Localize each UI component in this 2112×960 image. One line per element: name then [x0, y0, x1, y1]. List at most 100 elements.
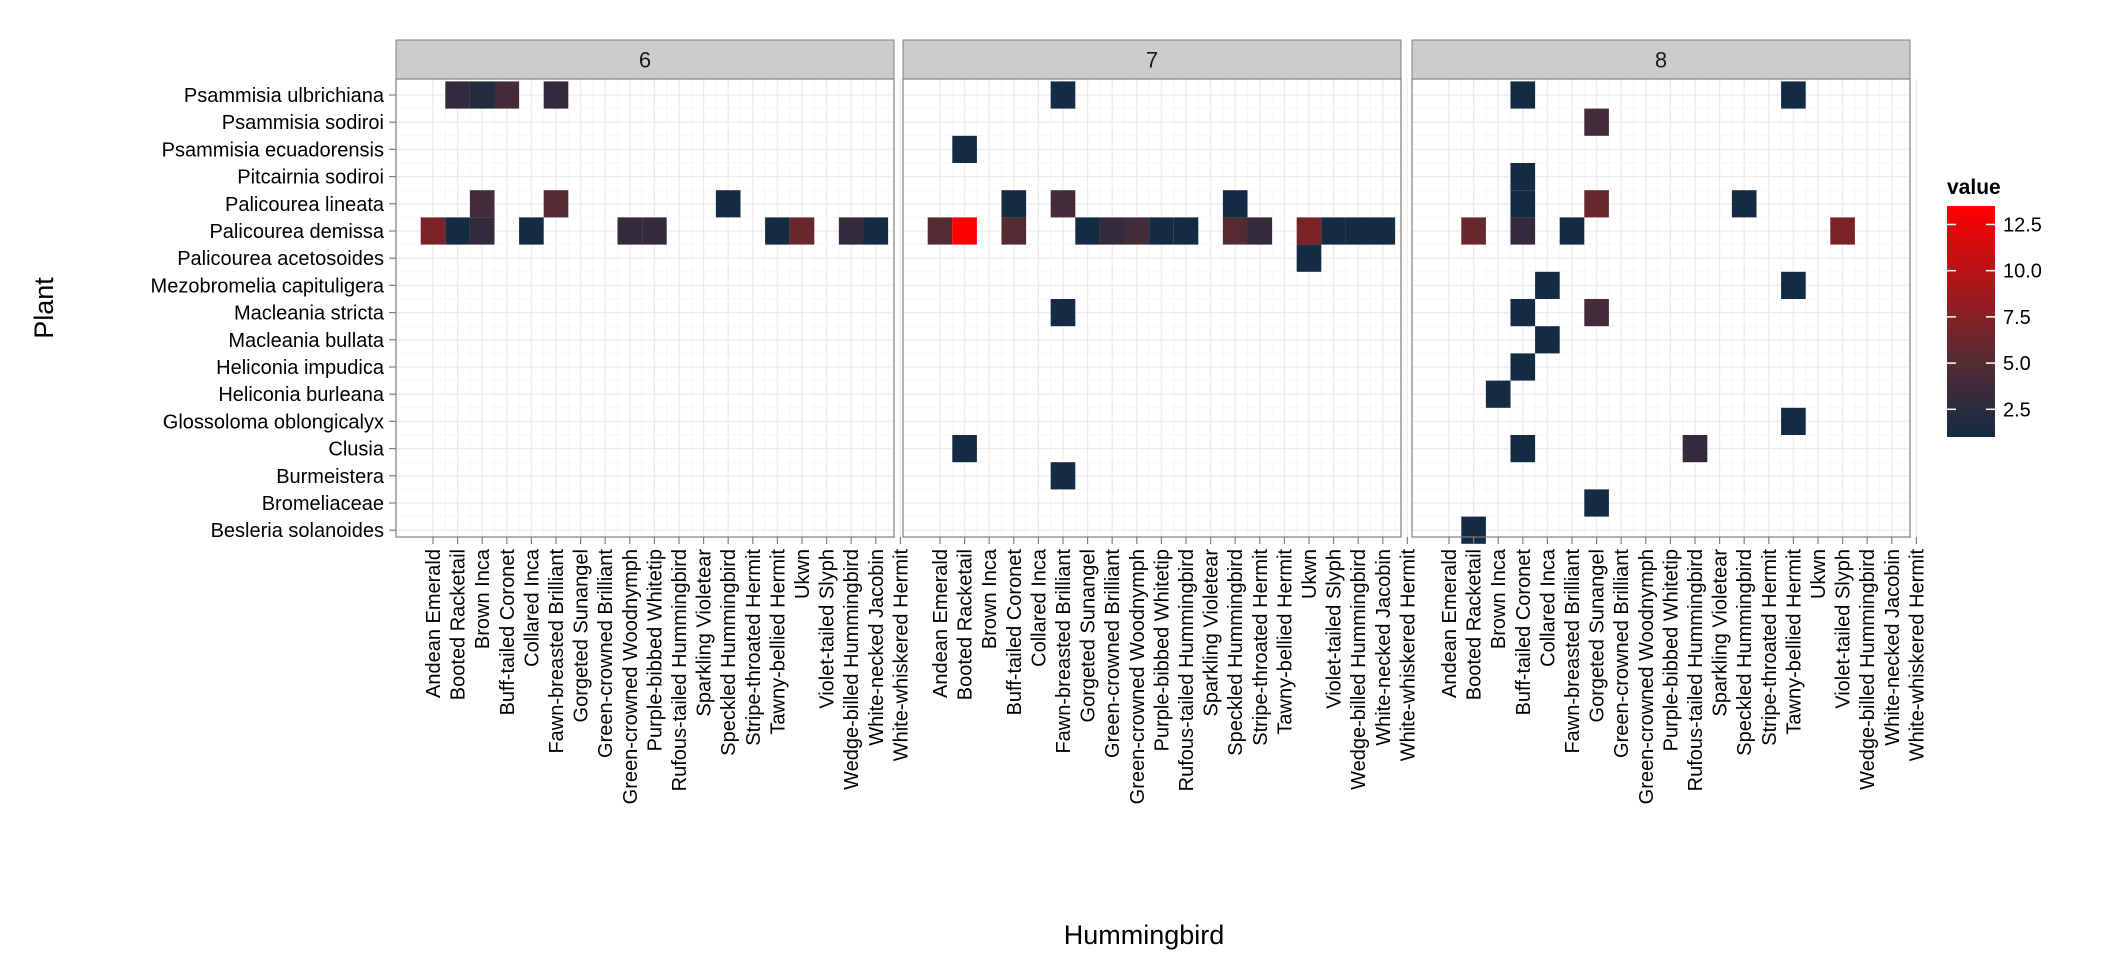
- x-tick-label: Stripe-throated Hermit: [743, 549, 765, 746]
- panel-background: [396, 79, 894, 537]
- heatmap-cell-8-rufous-tailed-hummingbird-clusia: [1682, 435, 1708, 463]
- heatmap-cells: [1461, 81, 1855, 544]
- x-tick-label: Tawny-bellied Hermit: [767, 549, 789, 735]
- facet-strip-label: 8: [1655, 48, 1667, 73]
- x-tick-label: Ukwn: [1299, 549, 1321, 599]
- x-tick-label: Violet-tailed Slyph: [817, 549, 839, 709]
- y-tick-label: Palicourea acetosoides: [177, 248, 384, 270]
- x-tick-label: White-necked Jacobin: [1373, 549, 1395, 746]
- y-tick-label: Macleania stricta: [234, 303, 385, 325]
- y-tick-label: Psammisia ecuadorensis: [162, 139, 384, 161]
- heatmap-cell-8-speckled-hummingbird-palicourea-lineata: [1731, 190, 1757, 218]
- y-tick-label: Clusia: [328, 439, 384, 461]
- heatmap-cell-8-buff-tailed-coronet-psammisia-ulbrichiana: [1510, 81, 1536, 109]
- facet-strip-label: 7: [1146, 48, 1158, 73]
- x-tick-label: Speckled Hummingbird: [718, 549, 740, 756]
- heatmap-cell-8-tawny-bellied-hermit-glossoloma-oblongicalyx: [1781, 407, 1806, 435]
- facet-panel-6: 6: [395, 39, 902, 538]
- heatmap-cell-7-buff-tailed-coronet-palicourea-demissa: [1001, 217, 1027, 245]
- heatmap-cell-6-andean-emerald-palicourea-demissa: [420, 217, 446, 245]
- legend-tick-label: 7.5: [2003, 307, 2031, 329]
- panel-background: [903, 79, 1401, 537]
- heatmap-cell-6-brown-inca-palicourea-lineata: [469, 190, 495, 218]
- heatmap-cell-6-fawn-breasted-brilliant-palicourea-lineata: [543, 190, 569, 218]
- x-tick-label: Booted Racketail: [1464, 549, 1486, 700]
- heatmap-cell-7-violet-tailed-slyph-palicourea-demissa: [1321, 217, 1346, 245]
- x-tick-label: White-necked Jacobin: [866, 549, 888, 746]
- x-tick-label: Speckled Hummingbird: [1225, 549, 1247, 756]
- x-tick-label: Ukwn: [1808, 549, 1830, 599]
- heatmap-cell-7-fawn-breasted-brilliant-palicourea-lineata: [1050, 190, 1076, 218]
- x-tick-label: Collared Inca: [521, 548, 543, 667]
- heatmap-cell-7-green-crowned-brilliant-palicourea-demissa: [1099, 217, 1125, 245]
- heatmap-cell-6-ukwn-palicourea-demissa: [789, 217, 815, 245]
- heatmap-cell-8-buff-tailed-coronet-macleania-stricta: [1510, 299, 1536, 327]
- heatmap-cell-7-speckled-hummingbird-palicourea-lineata: [1222, 190, 1248, 218]
- x-axis-7: Andean Emerald Booted Racketail Brown Inca…: [930, 537, 1419, 804]
- y-tick-label: Bromeliaceae: [262, 493, 384, 515]
- heatmap-cell-7-green-crowned-woodnymph-palicourea-demissa: [1124, 217, 1150, 245]
- x-tick-label: Gorgeted Sunangel: [1078, 549, 1100, 722]
- panel-border: [902, 78, 1402, 538]
- heatmap-cell-7-booted-racketail-psammisia-ecuadorensis: [952, 135, 977, 163]
- heatmap-cell-8-violet-tailed-slyph-palicourea-demissa: [1830, 217, 1855, 245]
- heatmap-cell-6-fawn-breasted-brilliant-psammisia-ulbrichiana: [543, 81, 569, 109]
- x-tick-label: Andean Emerald: [423, 549, 445, 698]
- x-tick-label: Buff-tailed Coronet: [1513, 549, 1535, 716]
- x-tick-label: Sparkling Violetear: [1201, 549, 1223, 717]
- heatmap-cell-8-gorgeted-sunangel-psammisia-sodiroi: [1584, 108, 1609, 136]
- heatmap-cell-8-gorgeted-sunangel-bromeliaceae: [1584, 489, 1609, 517]
- heatmap-cell-6-wedge-billed-hummingbird-palicourea-demissa: [838, 217, 864, 245]
- heatmap-cell-6-brown-inca-palicourea-demissa: [469, 217, 495, 245]
- heatmap-cell-8-brown-inca-heliconia-burleana: [1485, 380, 1511, 408]
- y-tick-label: Palicourea demissa: [209, 221, 384, 243]
- heatmap-cell-6-tawny-bellied-hermit-palicourea-demissa: [765, 217, 790, 245]
- heatmap-cell-7-ukwn-palicourea-demissa: [1296, 217, 1322, 245]
- facet-strip: [395, 39, 895, 80]
- legend-tick-label: 5.0: [2003, 353, 2031, 375]
- legend-tick-label: 12.5: [2003, 214, 2042, 236]
- heatmap-cells: [927, 81, 1396, 490]
- heatmap-cell-8-collared-inca-mezobromelia-capituligera: [1535, 271, 1560, 299]
- heatmap-cell-7-fawn-breasted-brilliant-psammisia-ulbrichiana: [1050, 81, 1076, 109]
- legend-title: value: [1947, 176, 2001, 199]
- x-tick-label: Green-crowned Brilliant: [595, 549, 617, 758]
- heatmap-cell-7-purple-bibbed-whitetip-palicourea-demissa: [1149, 217, 1174, 245]
- x-tick-label: Sparkling Violetear: [1710, 549, 1732, 717]
- x-tick-label: Rufous-tailed Hummingbird: [669, 549, 691, 791]
- legend-tick-label: 2.5: [2003, 399, 2031, 421]
- x-tick-label: Gorgeted Sunangel: [1587, 549, 1609, 722]
- x-tick-label: Stripe-throated Hermit: [1759, 549, 1781, 746]
- x-tick-label: Collared Inca: [1537, 548, 1559, 667]
- x-tick-label: Andean Emerald: [1439, 549, 1461, 698]
- heatmap-cell-6-white-necked-jacobin-palicourea-demissa: [863, 217, 889, 245]
- y-axis: Psammisia ulbrichiana Psammisia sodiroi Ps…: [151, 85, 396, 542]
- heatmap-cell-8-fawn-breasted-brilliant-palicourea-demissa: [1559, 217, 1585, 245]
- x-tick-label: Stripe-throated Hermit: [1250, 549, 1272, 746]
- x-axes: Andean Emerald Booted Racketail Brown Inca…: [423, 537, 1928, 804]
- x-tick-label: Sparkling Violetear: [694, 549, 716, 717]
- heatmap-cell-8-gorgeted-sunangel-palicourea-lineata: [1584, 190, 1609, 218]
- x-axis-8: Andean Emerald Booted Racketail Brown Inca…: [1439, 537, 1928, 804]
- y-tick-label: Besleria solanoides: [211, 520, 384, 542]
- legend-tick-label: 10.0: [2003, 261, 2042, 283]
- heatmap-cell-7-fawn-breasted-brilliant-macleania-stricta: [1050, 299, 1076, 327]
- heatmap-cells: [420, 81, 889, 245]
- x-tick-label: Tawny-bellied Hermit: [1783, 549, 1805, 735]
- x-tick-label: Fawn-breasted Brilliant: [1053, 549, 1075, 754]
- heatmap-cell-8-buff-tailed-coronet-palicourea-lineata: [1510, 190, 1536, 218]
- y-tick-label: Heliconia burleana: [218, 384, 385, 406]
- heatmap-cell-7-buff-tailed-coronet-palicourea-lineata: [1001, 190, 1027, 218]
- y-tick-label: Burmeistera: [276, 466, 385, 488]
- x-tick-label: Buff-tailed Coronet: [1004, 549, 1026, 716]
- facet-panel-7: 7: [902, 39, 1409, 538]
- facet-panel-8: 8: [1411, 39, 1918, 544]
- panel-background: [1412, 79, 1910, 537]
- x-tick-label: Booted Racketail: [955, 549, 977, 700]
- heatmap-cell-8-gorgeted-sunangel-macleania-stricta: [1584, 299, 1609, 327]
- legend: value 2.5 5.0 7.5 10.0 12.5: [1947, 176, 2042, 437]
- x-tick-label: Tawny-bellied Hermit: [1274, 549, 1296, 735]
- y-tick-label: Palicourea lineata: [225, 194, 385, 216]
- x-tick-label: Green-crowned Woodnymph: [620, 549, 642, 804]
